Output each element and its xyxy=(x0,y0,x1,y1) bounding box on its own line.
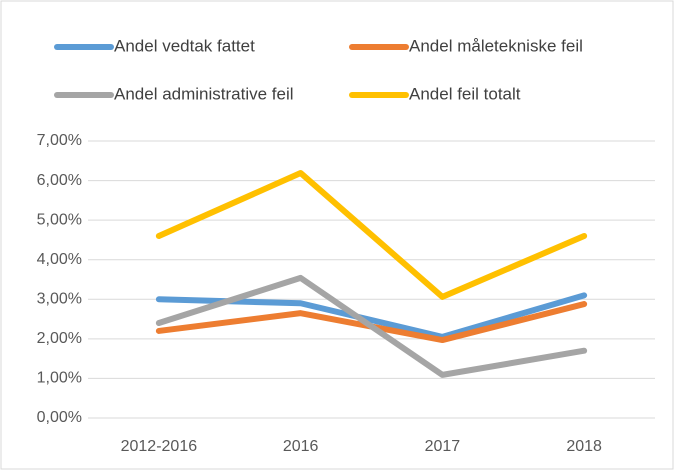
legend-label: Andel vedtak fattet xyxy=(114,36,255,55)
legend-label: Andel måletekniske feil xyxy=(409,36,583,55)
series-line xyxy=(155,170,588,300)
y-tick-label: 4,00% xyxy=(37,251,82,268)
x-tick-label: 2016 xyxy=(283,438,319,455)
x-tick-label: 2012-2016 xyxy=(121,438,198,455)
y-tick-label: 7,00% xyxy=(37,132,82,149)
legend: Andel vedtak fattet Andel måletekniske fe… xyxy=(54,36,583,103)
y-tick-label: 2,00% xyxy=(37,330,82,347)
series-line xyxy=(155,274,588,378)
x-tick-label: 2018 xyxy=(566,438,602,455)
legend-label: Andel feil totalt xyxy=(409,84,521,103)
x-tick-label: 2017 xyxy=(425,438,461,455)
y-tick-label: 0,00% xyxy=(37,409,82,426)
y-tick-label: 3,00% xyxy=(37,291,82,308)
y-tick-label: 6,00% xyxy=(37,172,82,189)
y-tick-label: 5,00% xyxy=(37,211,82,228)
y-tick-label: 1,00% xyxy=(37,370,82,387)
legend-label: Andel administrative feil xyxy=(114,84,294,103)
